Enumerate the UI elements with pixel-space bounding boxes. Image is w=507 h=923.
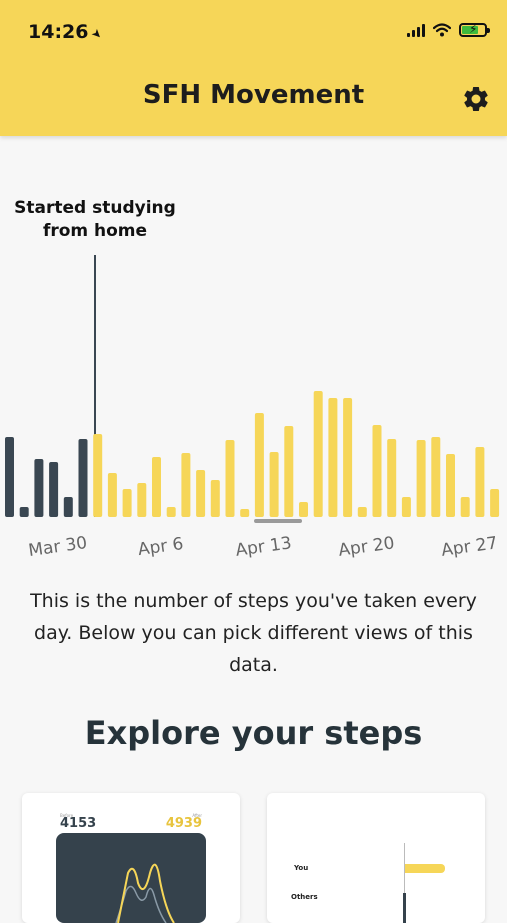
- chart-bar[interactable]: [446, 454, 455, 517]
- comparison-card[interactable]: You Others: [267, 793, 485, 923]
- chart-bar[interactable]: [93, 434, 103, 517]
- chart-annotation: Started studying from home: [14, 198, 176, 241]
- before-label: Before: [60, 813, 74, 818]
- annotation-line: [94, 255, 96, 517]
- battery-icon: ⚡: [459, 22, 490, 37]
- chart-bar[interactable]: [475, 447, 485, 517]
- chart-bar[interactable]: [5, 437, 14, 517]
- x-tick-label: Apr 13: [234, 533, 293, 561]
- location-arrow-icon: ➤: [89, 25, 107, 43]
- chart-bar[interactable]: [372, 425, 382, 517]
- after-label: After: [192, 813, 202, 818]
- chart-bar[interactable]: [78, 439, 88, 517]
- chart-bar[interactable]: [137, 483, 147, 517]
- cellular-signal-icon: [407, 23, 425, 37]
- chart-bar[interactable]: [284, 426, 294, 517]
- distribution-thumbnail: [56, 833, 206, 923]
- after-value: 4939: [165, 816, 202, 831]
- x-tick-label: Apr 27: [440, 533, 499, 561]
- chart-bar[interactable]: [49, 462, 59, 517]
- chart-bar[interactable]: [328, 398, 338, 517]
- chart-bar[interactable]: [225, 440, 235, 517]
- status-time: 14:26➤: [28, 21, 107, 43]
- status-time-text: 14:26: [28, 21, 89, 43]
- chart-bar[interactable]: [416, 440, 426, 517]
- explore-title: Explore your steps: [84, 714, 423, 752]
- chart-bar[interactable]: [210, 480, 220, 517]
- chart-bar[interactable]: [460, 497, 470, 517]
- chart-bar[interactable]: [152, 457, 161, 517]
- you-bar: [405, 864, 445, 873]
- chart-bar[interactable]: [269, 452, 279, 517]
- chart-bar[interactable]: [34, 459, 44, 517]
- chart-bar[interactable]: [240, 509, 250, 517]
- chart-bar[interactable]: [357, 507, 367, 517]
- status-icons: ⚡: [407, 22, 490, 37]
- chart-bar[interactable]: [490, 489, 500, 517]
- settings-gear-icon[interactable]: [461, 84, 491, 114]
- chart-bar[interactable]: [299, 502, 308, 517]
- chart-bar[interactable]: [343, 398, 353, 517]
- others-bar: [403, 893, 406, 923]
- distribution-curves: [115, 863, 175, 923]
- chart-bar[interactable]: [181, 453, 191, 517]
- chart-bar[interactable]: [196, 470, 206, 517]
- chart-bar[interactable]: [387, 439, 397, 517]
- chart-description: This is the number of steps you've taken…: [30, 590, 477, 676]
- chart-bar[interactable]: [313, 391, 323, 517]
- selected-week-indicator: [254, 519, 302, 523]
- app-header: 14:26➤ ⚡ SFH Movement: [0, 0, 507, 136]
- before-after-card[interactable]: Before 4153 After 4939: [22, 793, 240, 923]
- comparison-axis: [404, 843, 405, 923]
- you-label: You: [294, 864, 309, 872]
- app-title: SFH Movement: [142, 80, 365, 110]
- chart-bar[interactable]: [107, 473, 117, 517]
- wifi-icon: [433, 23, 451, 37]
- x-tick-label: Mar 30: [27, 533, 88, 561]
- chart-bar[interactable]: [122, 489, 132, 517]
- chart-bar[interactable]: [431, 437, 441, 517]
- others-label: Others: [291, 893, 318, 901]
- x-tick-label: Apr 20: [337, 533, 396, 561]
- x-tick-label: Apr 6: [137, 534, 185, 560]
- before-value: 4153: [60, 816, 97, 831]
- chart-bar[interactable]: [254, 413, 264, 517]
- chart-bar[interactable]: [63, 497, 73, 517]
- chart-bar[interactable]: [401, 497, 411, 517]
- chart-bar[interactable]: [166, 507, 176, 517]
- chart-bar[interactable]: [19, 507, 29, 517]
- steps-chart[interactable]: Mar 30 Apr 6 Apr 13 Apr 20 Apr 27: [0, 250, 507, 570]
